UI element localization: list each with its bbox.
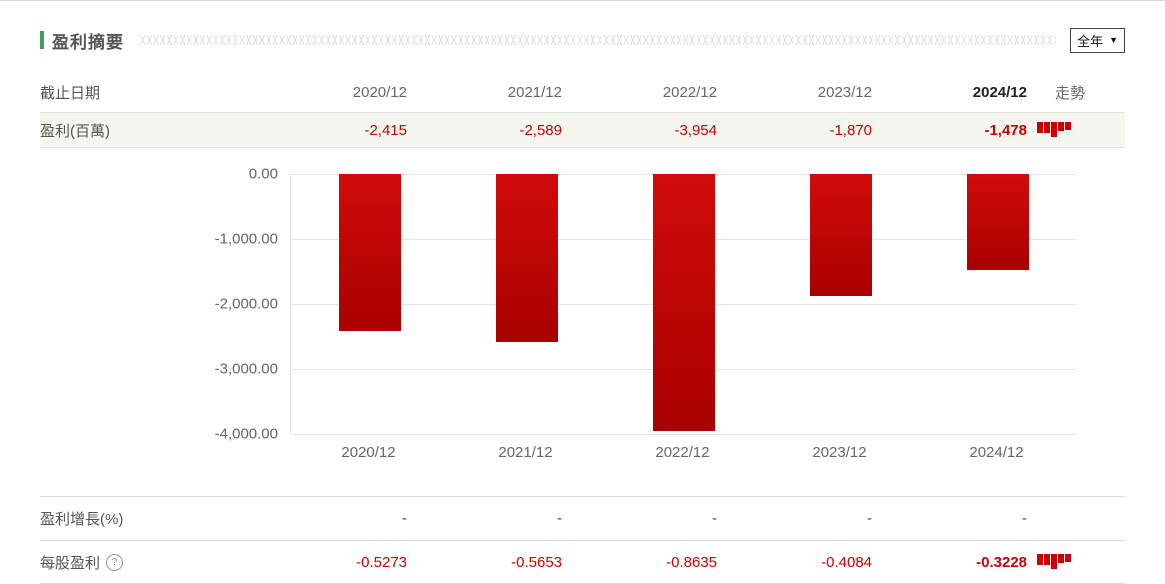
sparkline-bar xyxy=(1065,554,1071,562)
sparkline-bar xyxy=(1037,122,1043,133)
cell-value: -0.4084 xyxy=(821,553,872,571)
column-header-date: 截止日期 xyxy=(40,84,101,102)
chart-bar xyxy=(652,174,715,431)
cell-value: -1,478 xyxy=(984,121,1027,139)
cell-value: -0.5273 xyxy=(356,553,407,571)
cell-value: -2,589 xyxy=(519,121,562,139)
cell-value: -0.3228 xyxy=(976,553,1027,571)
y-axis-label: -2,000.00 xyxy=(214,295,278,313)
sparkline-bar xyxy=(1051,554,1057,569)
trend-sparkline xyxy=(1037,122,1071,138)
period-header: 2024/12 xyxy=(972,83,1027,101)
earnings-table: 截止日期 2020/12 2021/12 2022/12 2023/12 2024/12… xyxy=(40,72,1125,148)
x-axis-label: 2021/12 xyxy=(498,444,553,461)
chart-bar xyxy=(495,174,558,343)
sparkline-bar xyxy=(1044,122,1050,133)
x-axis-label: 2024/12 xyxy=(969,444,1024,461)
row-label-eps: 每股盈利 ? xyxy=(40,552,280,573)
chart-bar xyxy=(966,174,1029,271)
period-headers: 2020/12 2021/12 2022/12 2023/12 2024/12 xyxy=(280,84,1055,101)
period-select-value: 全年 xyxy=(1077,33,1104,49)
chart-bar xyxy=(809,174,872,296)
table-row-eps: 每股盈利 ? -0.5273 -0.5653 -0.8635 -0.4084 -0.32… xyxy=(40,540,1125,584)
y-axis-label: -3,000.00 xyxy=(214,360,278,378)
period-header: 2023/12 xyxy=(817,83,872,101)
period-header: 2022/12 xyxy=(662,83,717,101)
sparkline-bar xyxy=(1058,122,1064,131)
zigzag-divider xyxy=(138,35,1057,45)
trend-cell-profit xyxy=(1037,122,1165,138)
x-axis-label: 2020/12 xyxy=(341,444,396,461)
cell-value: -2,415 xyxy=(364,121,407,139)
sparkline-bar xyxy=(1065,122,1071,130)
trend-sparkline xyxy=(1037,554,1071,570)
title-accent-bar xyxy=(40,31,44,49)
y-axis-label: -4,000.00 xyxy=(214,425,278,443)
trend-cell-eps xyxy=(1037,554,1165,570)
chart-plot-area xyxy=(290,174,1076,435)
chart-bar xyxy=(338,174,401,331)
cell-value: -1,870 xyxy=(829,121,872,139)
sparkline-bar xyxy=(1058,554,1064,563)
cell-value: -0.8635 xyxy=(666,553,717,571)
title-bar: 盈利摘要 全年 ▼ xyxy=(40,27,1125,53)
cell-value: - xyxy=(557,510,562,527)
row-label-growth: 盈利增長(%) xyxy=(40,511,124,528)
cell-value: -3,954 xyxy=(674,121,717,139)
row-label-eps-text: 每股盈利 xyxy=(40,554,101,572)
cell-value: -0.5653 xyxy=(511,553,562,571)
x-axis-label: 2022/12 xyxy=(655,444,710,461)
earnings-table-bottom: 盈利增長(%) - - - - - 每股盈利 ? -0.5273 -0.5653 -0.86… xyxy=(40,496,1125,584)
period-header: 2020/12 xyxy=(352,83,407,101)
cell-value: - xyxy=(712,510,717,527)
row-values-growth: ----- xyxy=(280,510,1055,527)
y-axis-label: 0.00 xyxy=(248,165,278,183)
table-row-profit: 盈利(百萬) -2,415 -2,589 -3,954 -1,870 -1,478 xyxy=(40,112,1125,148)
sparkline-bar xyxy=(1044,554,1050,565)
bar-chart: 0.00 -1,000.00 -2,000.00 -3,000.00 -4,000.00… xyxy=(40,148,1125,496)
sparkline-bar xyxy=(1051,122,1057,137)
sparkline-bar xyxy=(1037,554,1043,565)
gridline xyxy=(291,434,1076,435)
cell-value: - xyxy=(402,510,407,527)
chevron-down-icon: ▼ xyxy=(1109,35,1118,45)
row-values-eps: -0.5273 -0.5653 -0.8635 -0.4084 -0.3228 xyxy=(280,554,1055,571)
y-axis-label: -1,000.00 xyxy=(214,230,278,248)
cell-value: - xyxy=(1022,510,1027,527)
column-header-trend: 走勢 xyxy=(1055,84,1086,102)
period-header: 2021/12 xyxy=(507,83,562,101)
page-title: 盈利摘要 xyxy=(52,32,124,52)
row-values-profit: -2,415 -2,589 -3,954 -1,870 -1,478 xyxy=(280,122,1055,139)
table-row-growth: 盈利增長(%) - - - - - xyxy=(40,496,1125,540)
period-select[interactable]: 全年 ▼ xyxy=(1070,27,1125,53)
cell-value: - xyxy=(867,510,872,527)
row-label-profit: 盈利(百萬) xyxy=(40,122,110,140)
help-icon[interactable]: ? xyxy=(106,553,124,571)
table-header-row: 截止日期 2020/12 2021/12 2022/12 2023/12 2024/12… xyxy=(40,72,1125,112)
x-axis-label: 2023/12 xyxy=(812,444,867,461)
